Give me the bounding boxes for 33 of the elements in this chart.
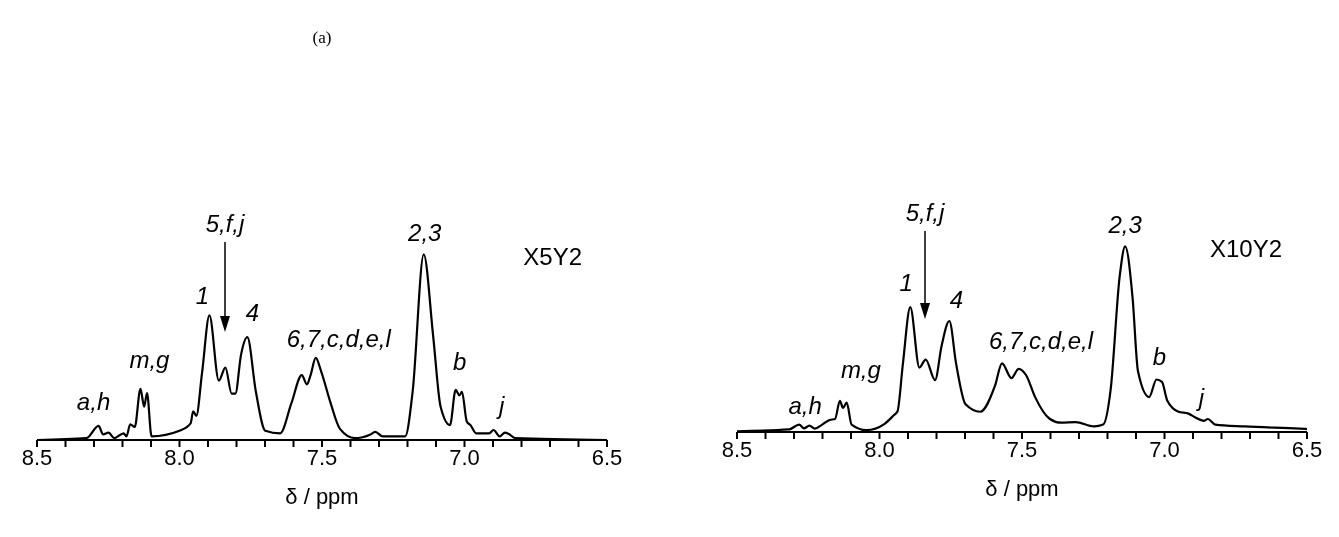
annotation: 1 bbox=[899, 269, 913, 297]
x-tick-label: 7.0 bbox=[449, 444, 480, 470]
annotation: 6,7,c,d,e,l bbox=[989, 327, 1094, 355]
x-tick-label: 8.5 bbox=[721, 436, 753, 462]
x-tick-label: 7.5 bbox=[306, 444, 338, 470]
x-tick-label: 7.0 bbox=[1149, 436, 1180, 462]
x-tick-label: 6.5 bbox=[591, 444, 623, 470]
annotation: 4 bbox=[245, 299, 260, 327]
annotation: 2,3 bbox=[1107, 211, 1143, 239]
text: 5,f,j bbox=[205, 210, 246, 237]
x-axis-title: δ / ppm bbox=[985, 476, 1059, 501]
annotation: 6,7,c,d,e,l bbox=[286, 324, 392, 352]
annotation: X5Y2 bbox=[523, 243, 582, 270]
annotation: j bbox=[495, 391, 505, 419]
x-axis-title: δ / ppm bbox=[285, 484, 359, 509]
annotation: m,g bbox=[840, 355, 882, 383]
x-tick-label: 8.0 bbox=[864, 436, 895, 462]
x-tick-label: 8.0 bbox=[164, 444, 195, 470]
annotation: 4 bbox=[949, 286, 963, 314]
x-tick-label: 6.5 bbox=[1291, 436, 1323, 462]
annotation: j bbox=[1195, 383, 1205, 411]
annotation: a,h bbox=[788, 391, 822, 419]
annotation: a,h bbox=[76, 387, 111, 415]
text: 5,f,j bbox=[905, 199, 946, 226]
annotation: X10Y2 bbox=[1209, 235, 1282, 262]
chart-title: (a) bbox=[311, 28, 333, 48]
annotation: m,g bbox=[129, 345, 171, 373]
annotation: 1 bbox=[195, 282, 210, 310]
annotation: 2,3 bbox=[407, 219, 443, 247]
annotation: b bbox=[452, 347, 467, 375]
annotation: b bbox=[1152, 343, 1167, 371]
x-tick-label: 8.5 bbox=[21, 444, 53, 470]
x-tick-label: 7.5 bbox=[1006, 436, 1038, 462]
